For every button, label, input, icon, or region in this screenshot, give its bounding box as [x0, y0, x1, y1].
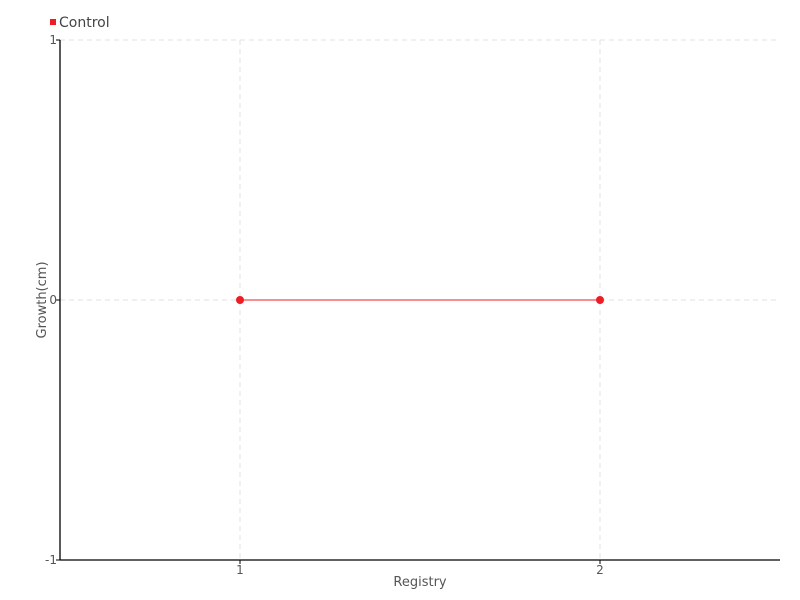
- axes: [56, 39, 780, 564]
- data-point: [236, 296, 244, 304]
- legend[interactable]: Control: [50, 15, 110, 31]
- x-tick-label: 1: [236, 563, 244, 577]
- legend-swatch: [50, 19, 56, 25]
- tick-labels: 1 0 -1 1 2: [45, 33, 604, 577]
- y-tick-label: 1: [49, 33, 57, 47]
- y-tick-label: -1: [45, 553, 57, 567]
- y-tick-label: 0: [49, 293, 57, 307]
- series-group: [236, 296, 604, 304]
- legend-label: Control: [59, 15, 110, 31]
- y-axis-label: Growth(cm): [35, 261, 50, 338]
- x-tick-label: 2: [596, 563, 604, 577]
- x-axis-label: Registry: [393, 575, 447, 590]
- data-point: [596, 296, 604, 304]
